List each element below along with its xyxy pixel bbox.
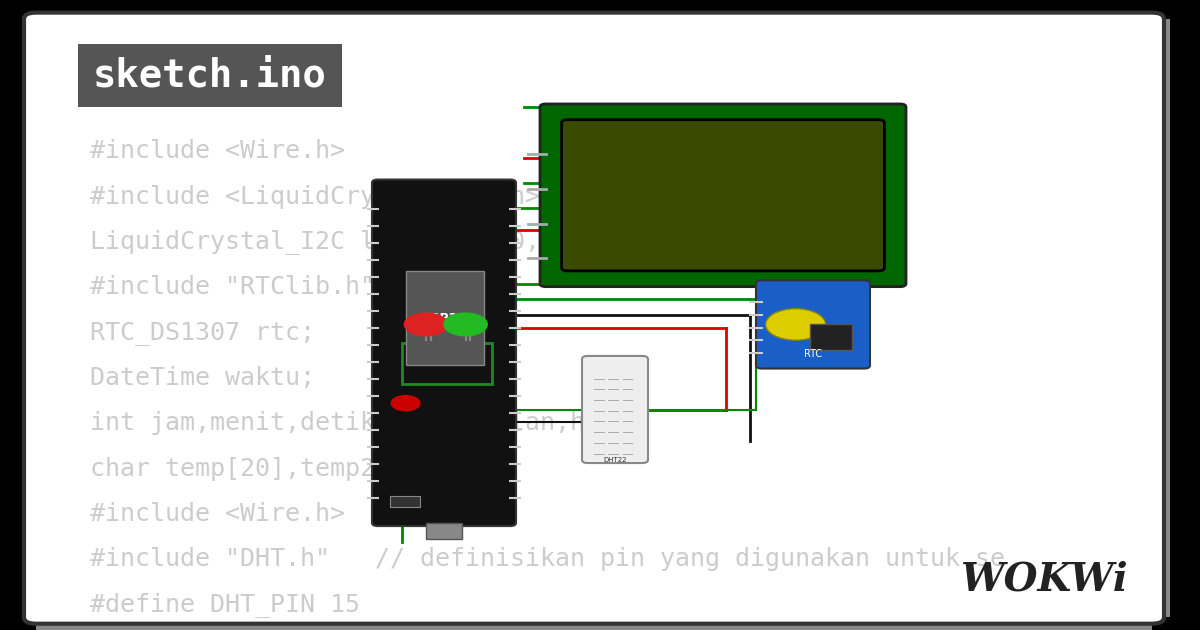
FancyBboxPatch shape <box>756 280 870 369</box>
Bar <box>1152 19 1170 617</box>
FancyBboxPatch shape <box>562 120 884 271</box>
Bar <box>426 523 462 539</box>
Text: DHT22: DHT22 <box>604 457 626 463</box>
Bar <box>390 496 420 507</box>
FancyBboxPatch shape <box>24 13 1164 624</box>
FancyBboxPatch shape <box>372 180 516 526</box>
Bar <box>36 614 1152 630</box>
FancyBboxPatch shape <box>582 356 648 463</box>
Text: LiquidCrystal_I2C lcd(0x27,20,4: LiquidCrystal_I2C lcd(0x27,20,4 <box>90 229 554 255</box>
Text: ESP32: ESP32 <box>422 312 467 324</box>
Text: #include "DHT.h"   // definisikan pin yang digunakan untuk se: #include "DHT.h" // definisikan pin yang… <box>90 547 1006 571</box>
Text: int jam,menit,detik,tahun,bulan,hari: int jam,menit,detik,tahun,bulan,hari <box>90 411 630 435</box>
Circle shape <box>391 396 420 411</box>
FancyBboxPatch shape <box>540 104 906 287</box>
Text: #include <Wire.h>: #include <Wire.h> <box>90 502 346 526</box>
Text: #define DHT_PIN 15: #define DHT_PIN 15 <box>90 592 360 617</box>
Text: #include <Wire.h>: #include <Wire.h> <box>90 139 346 163</box>
Text: #include <LiquidCrystal_I2C.h>: #include <LiquidCrystal_I2C.h> <box>90 184 540 209</box>
Bar <box>78 44 342 107</box>
Text: #include "RTClib.h": #include "RTClib.h" <box>90 275 374 299</box>
Circle shape <box>444 313 487 336</box>
Text: sketch.ino: sketch.ino <box>94 57 326 94</box>
Bar <box>402 343 492 384</box>
Text: DateTime waktu;: DateTime waktu; <box>90 366 314 390</box>
Text: RTC: RTC <box>804 349 822 359</box>
Text: WOKWi: WOKWi <box>960 561 1128 598</box>
Circle shape <box>766 309 826 340</box>
Circle shape <box>404 313 448 336</box>
Text: char temp[20],temp2[8];: char temp[20],temp2[8]; <box>90 457 436 481</box>
Bar <box>810 324 852 350</box>
Bar <box>406 271 484 365</box>
Text: RTC_DS1307 rtc;: RTC_DS1307 rtc; <box>90 321 314 345</box>
